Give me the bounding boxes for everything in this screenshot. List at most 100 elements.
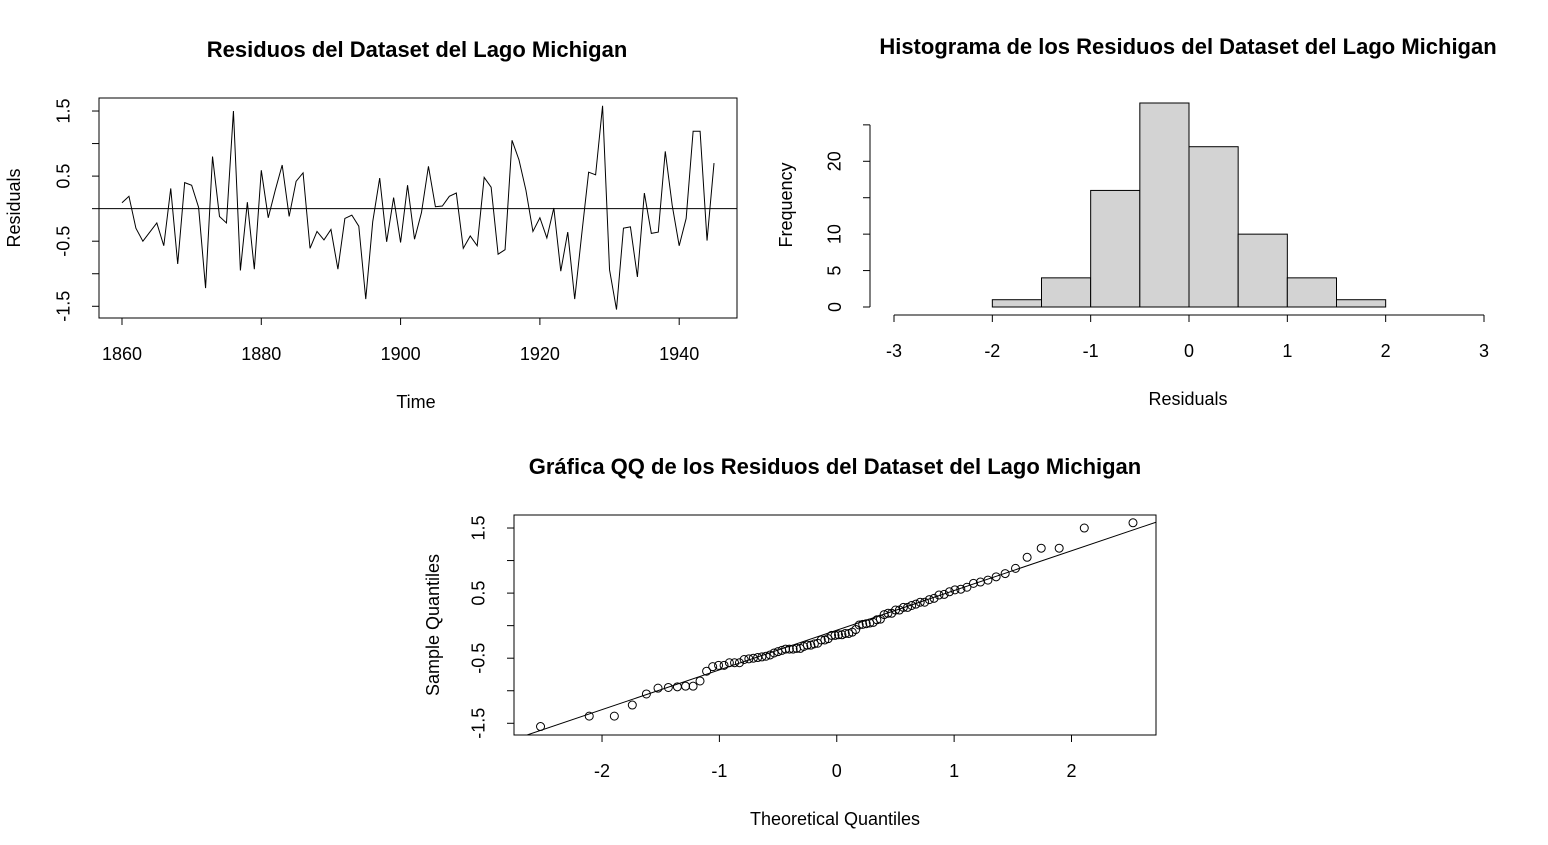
qq-point	[907, 600, 917, 610]
qq-point	[920, 597, 930, 607]
qq-point	[761, 651, 771, 661]
qq-point	[681, 681, 691, 691]
qq-point	[809, 639, 819, 649]
x-axis-label: Theoretical Quantiles	[750, 809, 920, 829]
qq-point	[865, 618, 875, 628]
qq-point	[830, 630, 840, 640]
qq-point	[898, 602, 908, 612]
qq-point	[1011, 563, 1021, 573]
qq-point	[991, 572, 1001, 582]
y-tick-label: -0.5	[54, 226, 74, 257]
x-tick-label: 3	[1479, 341, 1489, 361]
qq-point	[854, 620, 864, 630]
y-tick-label: 1.5	[54, 99, 74, 124]
histogram-bar	[1237, 233, 1288, 308]
qq-point	[924, 595, 934, 605]
y-tick-label: 20	[825, 151, 845, 171]
y-tick-label: -1.5	[469, 708, 489, 739]
x-tick-label: -1	[711, 761, 727, 781]
histogram-bar	[1336, 299, 1387, 308]
qq-point	[1079, 523, 1089, 533]
plot-frame	[98, 97, 738, 319]
qq-point	[934, 590, 944, 600]
qq-point	[688, 681, 698, 691]
qq-point	[840, 628, 850, 638]
y-axis-label: Frequency	[776, 162, 796, 247]
qq-point	[956, 584, 966, 594]
qq-point	[903, 602, 913, 612]
qq-point	[962, 582, 972, 592]
qq-point	[915, 597, 925, 607]
x-axis-label: Time	[396, 392, 435, 412]
qq-point	[891, 605, 901, 615]
qq-point	[714, 660, 724, 670]
x-tick-label: -3	[886, 341, 902, 361]
qq-point	[858, 619, 868, 629]
qq-point	[939, 589, 949, 599]
qq-point	[816, 635, 826, 645]
x-tick-label: 1940	[659, 344, 699, 364]
x-axis-label: Residuals	[1148, 389, 1227, 409]
qq-point	[872, 615, 882, 625]
histogram-bar	[1041, 277, 1092, 308]
qq-point	[950, 585, 960, 595]
x-tick-label: -2	[984, 341, 1000, 361]
qq-point	[730, 658, 740, 668]
y-tick-label: 0.5	[54, 164, 74, 189]
qq-line	[525, 521, 1156, 735]
qq-point	[748, 653, 758, 663]
y-axis-label: Sample Quantiles	[423, 554, 443, 696]
qq-point	[627, 700, 637, 710]
x-tick-label: 1860	[102, 344, 142, 364]
histogram-bar	[1139, 102, 1190, 308]
x-tick-label: -2	[594, 761, 610, 781]
qq-point	[929, 593, 939, 603]
chart-title: Residuos del Dataset del Lago Michigan	[207, 37, 628, 62]
qq-point	[911, 599, 921, 609]
qq-point	[944, 587, 954, 597]
qq-point	[734, 658, 744, 668]
qq-point	[724, 658, 734, 668]
x-tick-label: 1	[1282, 341, 1292, 361]
qq-point	[708, 662, 718, 672]
qq-point	[702, 666, 712, 676]
qq-point	[695, 676, 705, 686]
y-tick-label: 0.5	[469, 581, 489, 606]
qq-point	[827, 630, 837, 640]
qq-point	[851, 625, 861, 635]
qq-point	[753, 653, 763, 663]
qq-point	[719, 660, 729, 670]
qq-point	[788, 644, 798, 654]
qq-point	[983, 575, 993, 585]
qq-point	[1022, 552, 1032, 562]
x-tick-label: -1	[1083, 341, 1099, 361]
qq-point	[757, 652, 767, 662]
qq-point	[1036, 543, 1046, 553]
x-tick-label: 0	[832, 761, 842, 781]
x-tick-label: 1900	[381, 344, 421, 364]
qq-point	[802, 640, 812, 650]
histogram-bar	[1090, 189, 1141, 308]
qq-point	[536, 722, 546, 732]
qq-point	[744, 654, 754, 664]
qq-point	[1000, 569, 1010, 579]
x-tick-label: 2	[1381, 341, 1391, 361]
histogram-bar	[1286, 277, 1338, 308]
y-tick-label: 5	[825, 266, 845, 276]
qq-point	[968, 578, 978, 588]
qq-point	[883, 608, 893, 618]
y-tick-label: 10	[825, 224, 845, 244]
qq-point	[584, 711, 594, 721]
qq-point	[1054, 543, 1064, 553]
qq-point	[784, 644, 794, 654]
qq-point	[739, 654, 749, 664]
y-tick-label: -0.5	[469, 643, 489, 674]
qq-point	[834, 630, 844, 640]
qq-point	[609, 711, 619, 721]
chart-title: Gráfica QQ de los Residuos del Dataset d…	[529, 454, 1141, 479]
x-tick-label: 0	[1184, 341, 1194, 361]
y-tick-label: 0	[825, 302, 845, 312]
y-tick-label: -1.5	[54, 291, 74, 322]
